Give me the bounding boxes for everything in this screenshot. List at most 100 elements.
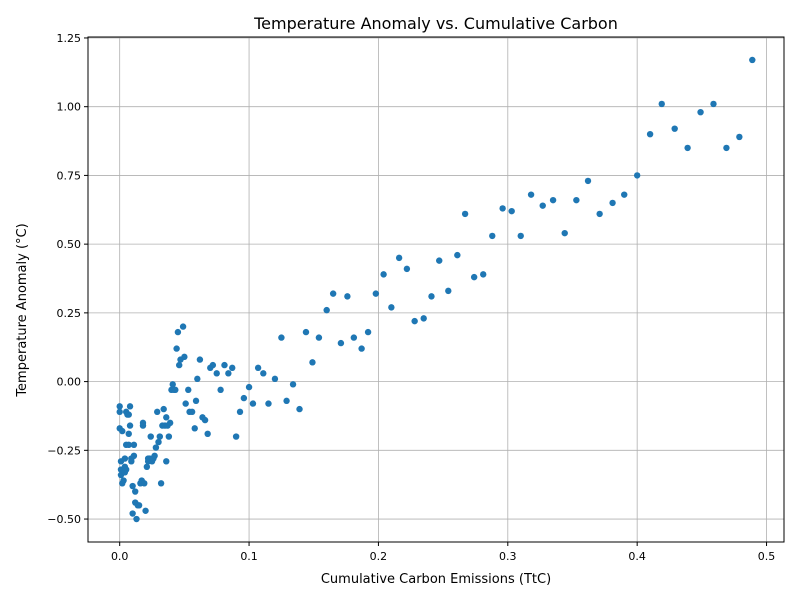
data-point: [646, 130, 654, 138]
data-point: [139, 419, 147, 427]
data-point: [174, 328, 182, 336]
data-point: [125, 430, 132, 438]
data-point: [296, 405, 303, 413]
data-point: [245, 383, 253, 391]
data-point: [289, 381, 297, 388]
y-tick-label: −0.25: [47, 444, 81, 457]
y-tick-label: 1.25: [57, 32, 82, 45]
data-points: [116, 56, 756, 523]
y-axis-label: Temperature Anomaly (°C): [15, 223, 30, 397]
data-point: [260, 370, 267, 377]
data-point: [736, 133, 743, 141]
data-point: [155, 438, 162, 446]
data-point: [141, 480, 148, 487]
plot-frame: [87, 36, 785, 543]
data-point: [125, 441, 132, 449]
data-point: [329, 290, 337, 297]
data-point: [489, 232, 496, 240]
data-point: [596, 210, 603, 218]
data-point: [122, 466, 130, 473]
data-point: [517, 232, 524, 240]
data-point: [254, 364, 262, 372]
data-point: [181, 353, 188, 361]
data-point: [480, 271, 487, 278]
data-point: [302, 328, 310, 336]
data-point: [671, 125, 678, 132]
data-point: [229, 364, 236, 372]
x-tick-label: 0.3: [499, 550, 517, 563]
data-point: [344, 293, 351, 300]
data-point: [337, 339, 345, 347]
data-point: [271, 375, 279, 383]
data-point: [166, 419, 174, 427]
y-tick-label: 0.75: [57, 169, 82, 182]
data-point: [126, 422, 134, 429]
data-point: [323, 306, 330, 314]
data-point: [388, 304, 395, 311]
data-point: [411, 317, 418, 325]
grid-lines: [88, 37, 784, 542]
data-point: [508, 207, 515, 215]
data-point: [204, 430, 211, 438]
data-point: [749, 56, 756, 64]
data-point: [249, 400, 257, 407]
data-point: [561, 229, 568, 237]
data-point: [173, 345, 180, 352]
data-point: [128, 458, 135, 465]
data-point: [395, 254, 403, 262]
data-point: [265, 400, 272, 407]
x-tick-label: 0.1: [240, 550, 258, 563]
data-point: [428, 293, 435, 300]
data-point: [119, 427, 126, 435]
data-point: [163, 458, 170, 465]
x-axis-ticks: 0.0 0.1 0.2 0.3 0.4 0.5: [111, 542, 775, 563]
data-point: [192, 397, 200, 405]
data-point: [169, 381, 176, 388]
x-tick-label: 0.0: [111, 550, 129, 563]
data-point: [584, 177, 592, 185]
data-point: [372, 290, 380, 297]
chart-title: Temperature Anomaly vs. Cumulative Carbo…: [253, 14, 618, 33]
data-point: [154, 408, 161, 416]
data-point: [151, 452, 158, 460]
data-point: [436, 257, 443, 264]
data-point: [461, 210, 469, 218]
data-point: [147, 433, 154, 440]
x-tick-label: 0.2: [370, 550, 388, 563]
data-point: [135, 502, 143, 509]
data-point: [165, 433, 173, 440]
data-point: [129, 510, 136, 517]
data-point: [209, 361, 217, 369]
data-point: [129, 482, 136, 490]
data-point: [157, 480, 165, 487]
x-tick-label: 0.5: [758, 550, 776, 563]
data-point: [723, 144, 730, 152]
data-point: [116, 403, 123, 410]
data-point: [194, 375, 201, 383]
data-point: [697, 108, 704, 116]
data-point: [217, 386, 224, 394]
data-point: [221, 361, 228, 369]
data-point: [470, 273, 478, 281]
data-point: [125, 411, 132, 418]
y-tick-label: 1.00: [57, 101, 82, 114]
data-point: [213, 370, 220, 377]
data-point: [176, 361, 183, 369]
data-point: [130, 452, 138, 460]
data-point: [116, 408, 123, 416]
data-point: [358, 345, 365, 352]
data-point: [182, 400, 189, 407]
data-point: [309, 359, 316, 366]
data-point: [684, 144, 691, 152]
data-point: [143, 463, 151, 471]
y-axis-ticks: −0.50 −0.25 0.00 0.25 0.50 0.75 1.00 1.25: [47, 32, 88, 526]
data-point: [156, 433, 163, 440]
data-point: [126, 403, 134, 410]
data-point: [225, 370, 232, 377]
data-point: [191, 425, 198, 432]
data-point: [454, 251, 461, 259]
y-tick-label: 0.50: [57, 238, 82, 251]
data-point: [172, 386, 179, 394]
data-point: [420, 315, 427, 322]
